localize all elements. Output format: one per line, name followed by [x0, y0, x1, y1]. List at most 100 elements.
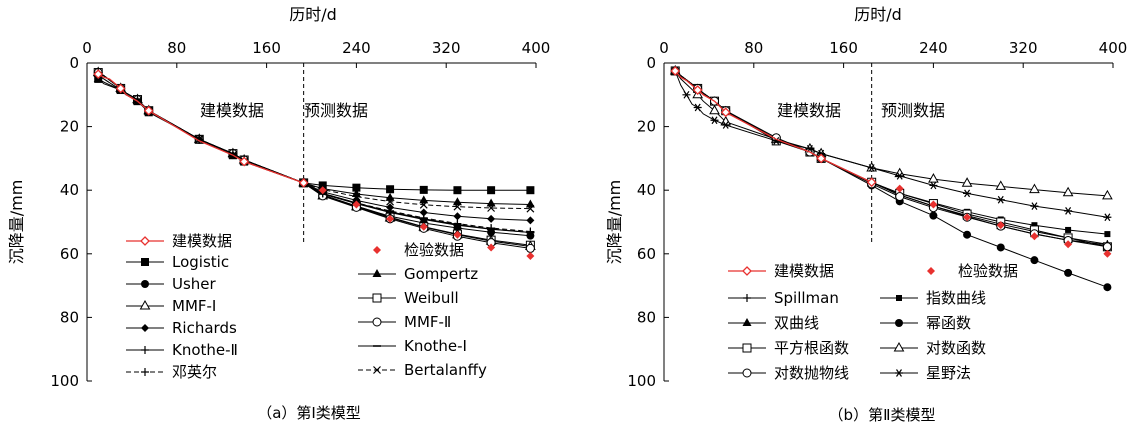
data-point	[526, 186, 535, 195]
series-check-data	[318, 186, 535, 261]
legend-label: Knothe-Ⅰ	[404, 337, 467, 355]
legend-item: Bertalanffy	[358, 361, 487, 379]
data-point	[1029, 183, 1040, 194]
series-星野法	[671, 67, 1112, 222]
data-point	[487, 243, 496, 252]
data-point	[1030, 256, 1039, 265]
data-point	[1104, 231, 1111, 238]
data-point	[525, 199, 535, 208]
y-tick-label: 80	[60, 308, 79, 326]
x-tick-label: 0	[82, 39, 92, 57]
series-line	[97, 75, 531, 221]
legend-label: 邓英尔	[172, 363, 217, 381]
data-point	[115, 83, 126, 94]
legend-item: Usher	[126, 275, 217, 293]
data-point	[867, 164, 876, 172]
data-point	[995, 180, 1007, 190]
y-axis-title: 沉降量/mm	[605, 180, 624, 265]
legend-marker	[141, 346, 149, 354]
data-point	[526, 252, 535, 261]
legend-label: Weibull	[404, 289, 459, 307]
legend-label: 指数曲线	[926, 289, 986, 307]
legend-label: Knothe-Ⅱ	[172, 341, 238, 359]
data-point	[93, 69, 104, 80]
series-平方根函数	[670, 66, 1112, 252]
legend-item: Logistic	[126, 253, 229, 271]
legend-label: MMF-Ⅰ	[172, 297, 216, 315]
series-line	[674, 70, 1108, 245]
series-line	[674, 70, 1108, 235]
y-tick-label: 100	[50, 372, 79, 390]
x-tick-label: 320	[432, 39, 461, 57]
series-line	[97, 72, 531, 232]
x-tick-label: 400	[522, 39, 551, 57]
data-point	[1064, 240, 1073, 249]
legend-label: 建模数据	[172, 232, 232, 250]
data-point	[526, 227, 535, 236]
data-point	[352, 192, 361, 201]
data-point	[1103, 283, 1112, 292]
legend-marker	[141, 368, 149, 376]
data-point	[419, 222, 428, 231]
data-point	[963, 189, 972, 198]
data-point	[318, 186, 327, 195]
series-line	[674, 70, 1108, 248]
data-point	[709, 104, 720, 115]
series-line	[97, 72, 531, 233]
legend-item: 建模数据	[728, 262, 834, 280]
series-line	[97, 72, 531, 233]
series-MMF-Ⅰ	[92, 66, 536, 250]
legend-marker	[895, 319, 903, 327]
y-tick-label: 0	[646, 54, 656, 72]
data-point	[682, 90, 691, 99]
data-point	[1030, 202, 1039, 210]
legend-marker	[372, 317, 382, 327]
legend-item: 指数曲线	[880, 289, 986, 307]
legend-label: 对数函数	[926, 339, 986, 357]
data-point	[996, 195, 1005, 204]
data-point	[386, 185, 395, 194]
series-邓英尔	[94, 68, 535, 236]
series-line	[97, 72, 531, 237]
data-point	[487, 204, 496, 212]
legend-label: 检验数据	[404, 241, 464, 259]
legend-label: 对数抛物线	[774, 364, 849, 382]
data-point	[895, 184, 904, 193]
legend-label: 双曲线	[774, 314, 819, 332]
legend-marker	[743, 294, 751, 302]
data-point	[1064, 268, 1073, 277]
legend-marker	[139, 299, 151, 310]
data-point	[693, 103, 702, 112]
series-Usher	[94, 68, 535, 240]
series-Spillman	[671, 66, 1112, 249]
legend-label: Bertalanffy	[404, 361, 487, 379]
x-tick-label: 320	[1009, 39, 1038, 57]
data-point	[486, 198, 496, 207]
data-point	[386, 197, 394, 206]
series-check-data	[895, 184, 1112, 258]
x-tick-label: 400	[1099, 39, 1128, 57]
data-point	[895, 192, 905, 202]
legend-item: MMF-Ⅱ	[358, 313, 451, 331]
x-tick-label: 80	[744, 39, 763, 57]
legend-marker	[742, 266, 752, 276]
y-tick-label: 40	[60, 181, 79, 199]
legend-label: Gompertz	[404, 265, 478, 283]
data-point	[352, 200, 361, 209]
x-tick-label: 0	[659, 39, 669, 57]
legend-marker	[372, 293, 382, 303]
data-point	[963, 213, 972, 222]
series-line	[97, 72, 531, 249]
legend-item: 对数函数	[880, 339, 986, 357]
y-tick-label: 20	[637, 118, 656, 136]
data-point	[816, 153, 827, 164]
data-point	[419, 208, 428, 217]
chart-panel-1: 0 80 160 240 320 400 0 20 40 60 80 100 历时/d 沉降量/mm 建模数…	[7, 5, 550, 422]
legend-label: Usher	[172, 275, 217, 293]
legend-marker	[896, 295, 902, 301]
data-point	[1030, 232, 1039, 241]
data-point	[1103, 249, 1112, 258]
data-point	[452, 197, 462, 206]
data-point	[385, 192, 395, 201]
